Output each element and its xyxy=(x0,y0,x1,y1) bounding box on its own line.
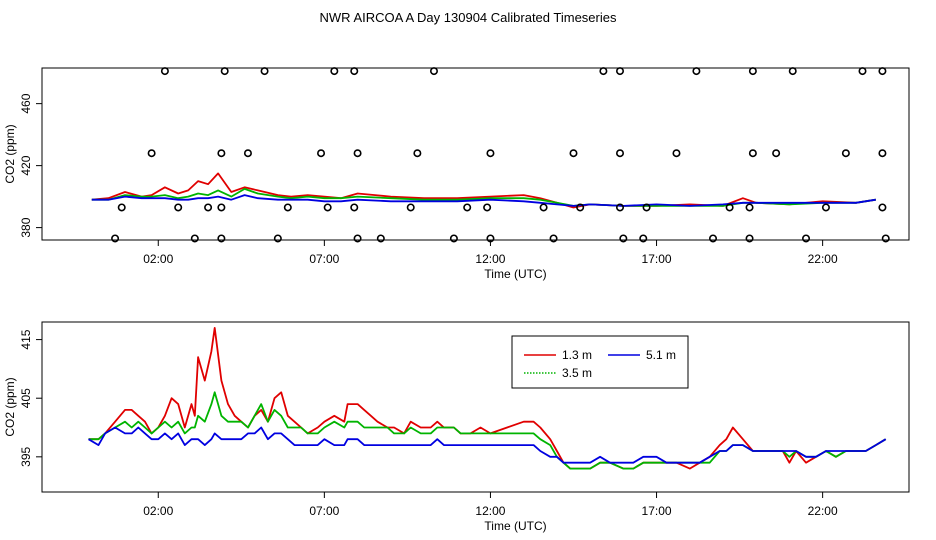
flag-point xyxy=(217,234,226,243)
flag-point xyxy=(376,234,385,243)
flag-point xyxy=(160,67,169,76)
flag-point xyxy=(576,203,585,212)
y-tick-label: 395 xyxy=(19,446,33,466)
flag-point xyxy=(111,234,120,243)
flag-point xyxy=(642,203,651,212)
flag-point xyxy=(539,203,548,212)
flag-point xyxy=(748,67,757,76)
x-tick-label: 02:00 xyxy=(143,252,173,266)
flag-point xyxy=(353,149,362,158)
flag-point xyxy=(725,203,734,212)
x-axis-title: Time (UTC) xyxy=(484,519,546,533)
plot-frame xyxy=(41,67,910,241)
flag-point xyxy=(619,234,628,243)
x-tick-label: 17:00 xyxy=(642,252,672,266)
x-axis-title: Time (UTC) xyxy=(484,267,546,281)
flag-point xyxy=(413,149,422,158)
legend-box xyxy=(511,335,689,389)
series-line-5-1-m xyxy=(88,426,887,464)
flag-point xyxy=(217,149,226,158)
flag-point xyxy=(878,67,887,76)
flag-point xyxy=(841,149,850,158)
x-tick-label: 17:00 xyxy=(642,504,672,518)
x-tick-label: 07:00 xyxy=(309,252,339,266)
flag-point xyxy=(486,234,495,243)
flag-point xyxy=(878,203,887,212)
flag-point xyxy=(772,149,781,158)
plot-frame xyxy=(41,321,910,493)
flag-point xyxy=(449,234,458,243)
panel-bottom: 02:00 07:00 12:00 17:00 22:00 395 405 415 Time (… xyxy=(3,321,910,533)
x-tick-label: 12:00 xyxy=(475,252,505,266)
flag-point xyxy=(204,203,213,212)
flag-point xyxy=(117,203,126,212)
flag-point xyxy=(788,67,797,76)
series-line-5-1-m xyxy=(91,194,876,207)
flag-point xyxy=(881,234,890,243)
x-tick-label: 02:00 xyxy=(143,504,173,518)
flag-point xyxy=(599,67,608,76)
flag-point xyxy=(709,234,718,243)
y-tick-label: 420 xyxy=(19,155,33,175)
flag-point xyxy=(569,149,578,158)
flag-point xyxy=(147,149,156,158)
y-tick-label: 405 xyxy=(19,388,33,408)
flag-point xyxy=(615,149,624,158)
y-tick-label: 460 xyxy=(19,93,33,113)
flag-point xyxy=(615,67,624,76)
flag-point xyxy=(483,203,492,212)
flag-point xyxy=(639,234,648,243)
flag-point xyxy=(821,203,830,212)
flag-point xyxy=(878,149,887,158)
flag-point xyxy=(745,234,754,243)
y-tick-label: 380 xyxy=(19,217,33,237)
flag-point xyxy=(260,67,269,76)
x-tick-label: 22:00 xyxy=(808,504,838,518)
flag-point xyxy=(283,203,292,212)
x-tick-label: 12:00 xyxy=(475,504,505,518)
flag-point xyxy=(745,203,754,212)
flag-point xyxy=(323,203,332,212)
flag-point xyxy=(615,203,624,212)
flag-point xyxy=(330,67,339,76)
flag-point xyxy=(353,234,362,243)
flag-point xyxy=(350,67,359,76)
flag-point xyxy=(549,234,558,243)
flag-point xyxy=(672,149,681,158)
flag-point xyxy=(692,67,701,76)
series-line-3-5-m xyxy=(91,187,876,207)
legend-label: 5.1 m xyxy=(646,348,676,362)
y-axis-title: CO2 (ppm) xyxy=(3,377,17,436)
panel-top: 02:00 07:00 12:00 17:00 22:00 380 420 460 Time (… xyxy=(3,67,910,281)
series-line-1-3-m xyxy=(88,326,887,470)
x-tick-label: 07:00 xyxy=(309,504,339,518)
flag-point xyxy=(220,67,229,76)
flag-point xyxy=(350,203,359,212)
x-tick-label: 22:00 xyxy=(808,252,838,266)
legend-label: 3.5 m xyxy=(562,366,592,380)
flag-point xyxy=(406,203,415,212)
flag-point xyxy=(174,203,183,212)
flag-point xyxy=(273,234,282,243)
flag-point xyxy=(486,149,495,158)
legend-label: 1.3 m xyxy=(562,348,592,362)
y-tick-label: 415 xyxy=(19,329,33,349)
figure-title: NWR AIRCOA A Day 130904 Calibrated Times… xyxy=(320,10,617,25)
flag-point xyxy=(463,203,472,212)
flag-point xyxy=(217,203,226,212)
flag-point xyxy=(748,149,757,158)
flag-point xyxy=(243,149,252,158)
y-axis-title: CO2 (ppm) xyxy=(3,124,17,183)
flag-point xyxy=(429,67,438,76)
flag-point xyxy=(190,234,199,243)
flag-point xyxy=(317,149,326,158)
flag-point xyxy=(858,67,867,76)
flag-point xyxy=(802,234,811,243)
